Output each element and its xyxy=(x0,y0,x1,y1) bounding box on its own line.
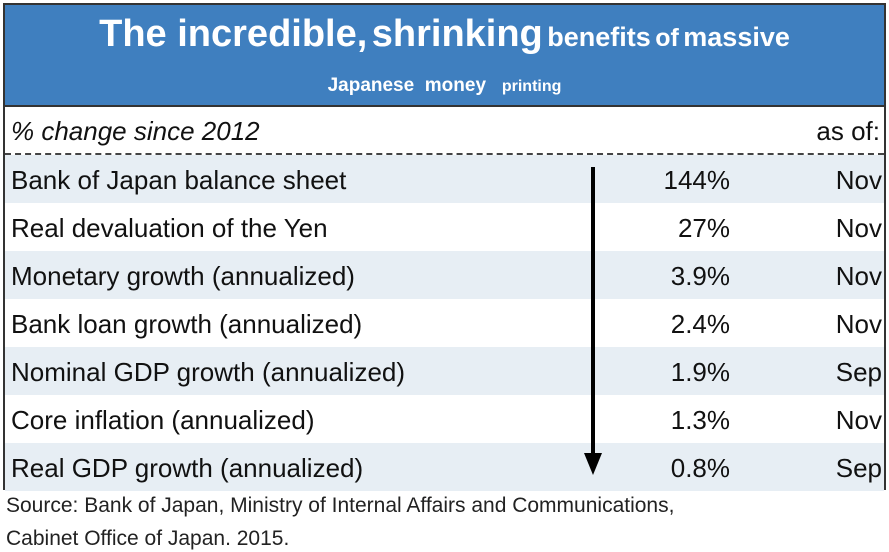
source-line-1: Source: Bank of Japan, Ministry of Inter… xyxy=(6,494,675,517)
column-header-as-of: as of: xyxy=(816,116,880,146)
row-label: Real GDP growth (annualized) xyxy=(11,453,364,483)
title-line-1: The incredible, shrinking benefits of ma… xyxy=(5,13,884,56)
row-value: 0.8% xyxy=(670,453,730,483)
row-label: Bank loan growth (annualized) xyxy=(11,309,363,339)
table-row: Bank of Japan balance sheet 144% Nov xyxy=(5,155,884,203)
row-label: Monetary growth (annualized) xyxy=(11,261,355,291)
row-value: 144% xyxy=(663,165,731,195)
row-as-of: Sep xyxy=(835,357,882,387)
title-text: Japanese xyxy=(327,75,415,96)
row-value: 27% xyxy=(677,213,730,243)
title-text: of xyxy=(655,24,679,52)
row-value: 1.3% xyxy=(670,405,730,435)
row-label: Nominal GDP growth (annualized) xyxy=(11,357,406,387)
title-text: benefits xyxy=(547,22,651,52)
title-text: shrinking xyxy=(371,13,543,55)
title-line-2: Japanese money printing xyxy=(5,75,884,97)
table-row: Real GDP growth (annualized) 0.8% Sep xyxy=(5,443,884,491)
row-as-of: Nov xyxy=(835,309,882,339)
down-arrow-icon xyxy=(584,167,602,475)
title-text: money xyxy=(424,75,487,96)
table-row: Nominal GDP growth (annualized) 1.9% Sep xyxy=(5,347,884,395)
table-row: Monetary growth (annualized) 3.9% Nov xyxy=(5,251,884,299)
row-as-of: Sep xyxy=(835,453,882,483)
table-row: Real devaluation of the Yen 27% Nov xyxy=(5,203,884,251)
title-banner: The incredible, shrinking benefits of ma… xyxy=(5,5,884,107)
title-text: massive xyxy=(683,22,790,52)
source-line-2: Cabinet Office of Japan. 2015. xyxy=(6,527,290,550)
row-as-of: Nov xyxy=(835,261,882,291)
row-label: Bank of Japan balance sheet xyxy=(11,165,347,195)
table-row: Core inflation (annualized) 1.3% Nov xyxy=(5,395,884,443)
row-as-of: Nov xyxy=(835,213,882,243)
table-row: Bank loan growth (annualized) 2.4% Nov xyxy=(5,299,884,347)
table-frame: The incredible, shrinking benefits of ma… xyxy=(3,3,886,491)
column-header-row: % change since 2012 as of: xyxy=(5,107,884,155)
row-as-of: Nov xyxy=(835,405,882,435)
column-header-label: % change since 2012 xyxy=(11,116,260,146)
row-label: Core inflation (annualized) xyxy=(11,405,315,435)
row-as-of: Nov xyxy=(835,165,882,195)
row-value: 3.9% xyxy=(670,261,730,291)
row-value: 2.4% xyxy=(670,309,730,339)
row-value: 1.9% xyxy=(670,357,730,387)
title-text: printing xyxy=(501,78,562,95)
row-label: Real devaluation of the Yen xyxy=(11,213,328,243)
title-text: The incredible, xyxy=(99,13,368,55)
